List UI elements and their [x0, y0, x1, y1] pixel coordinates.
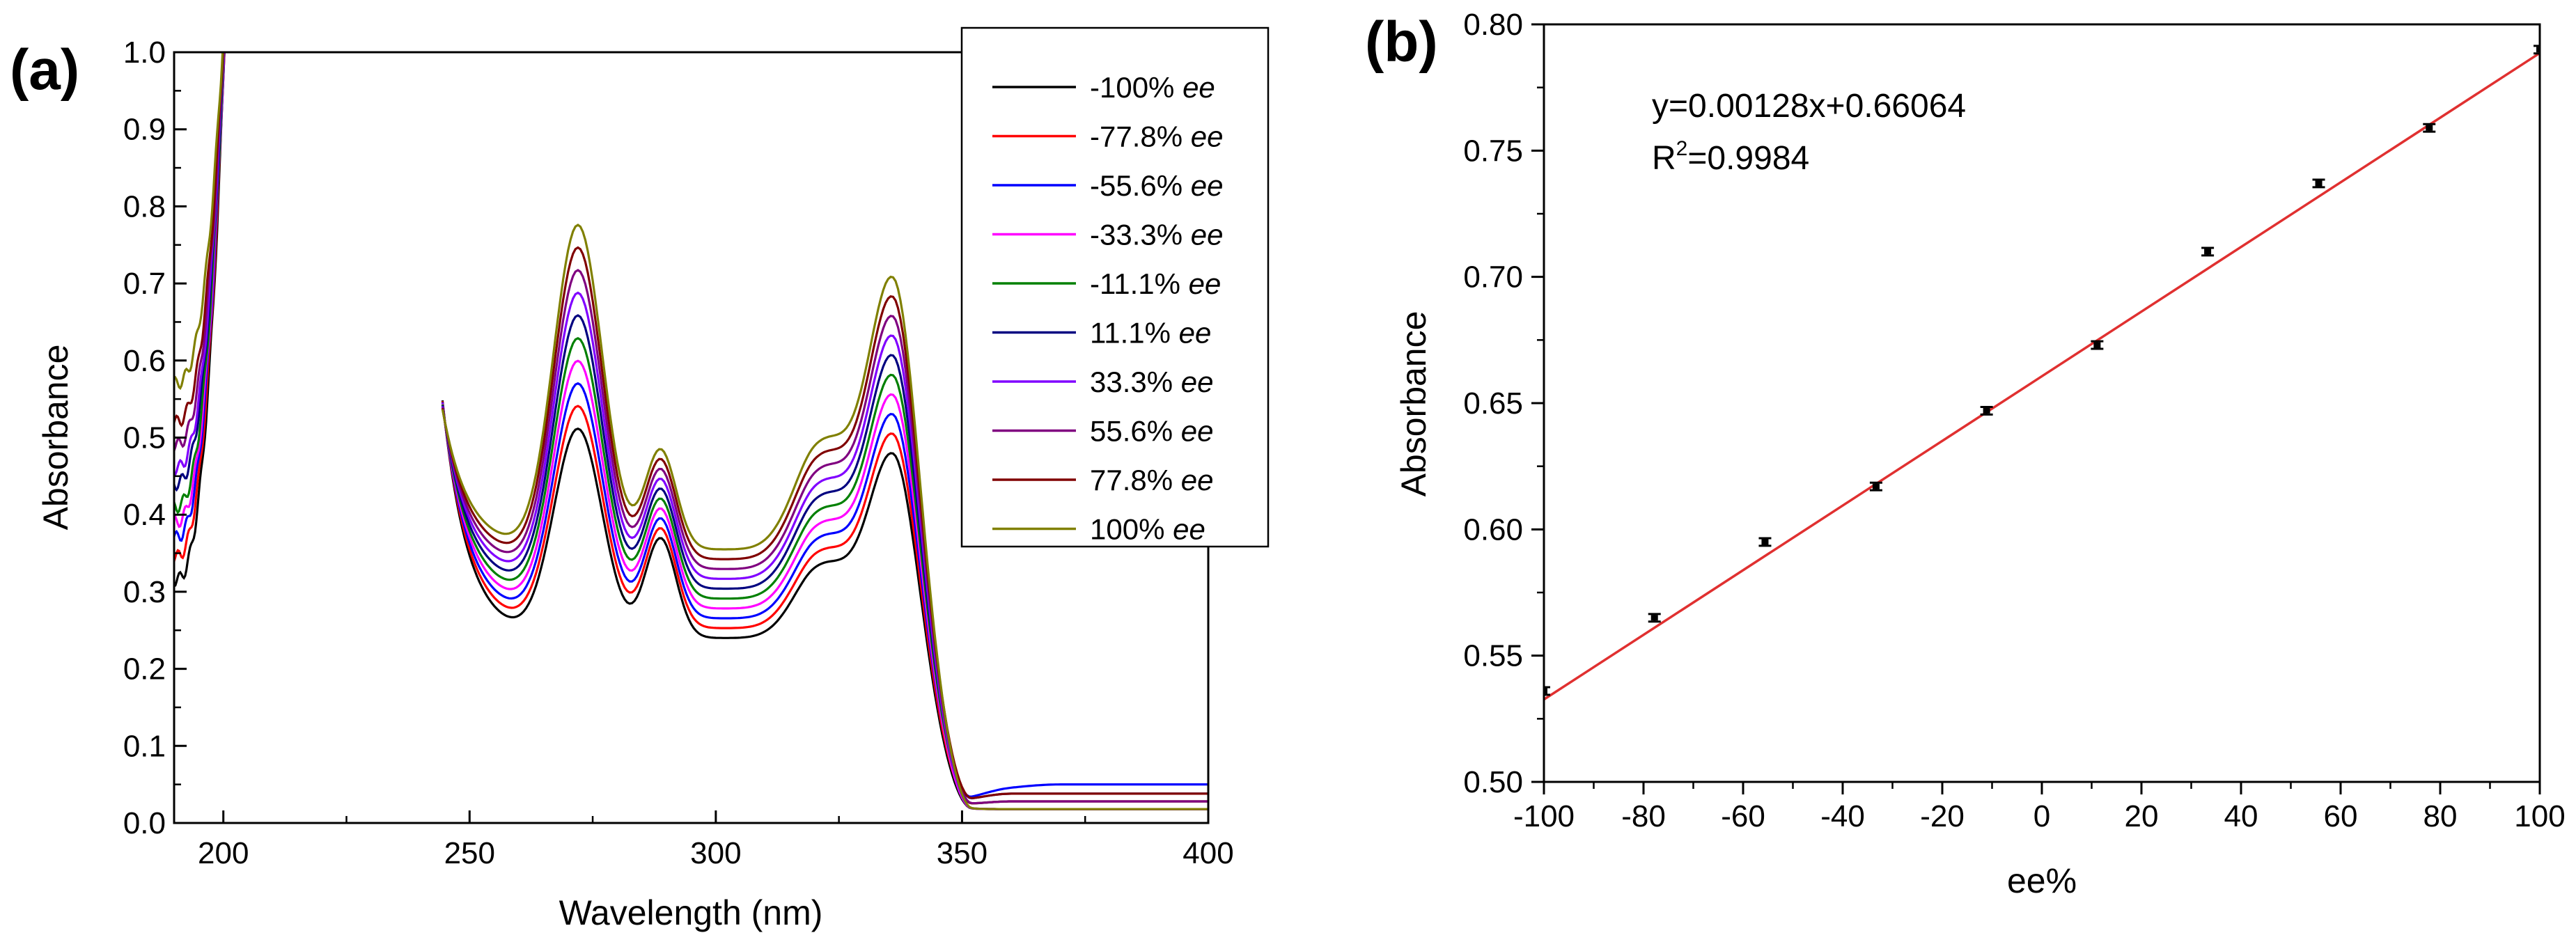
x-tick-label: 80: [2423, 799, 2458, 833]
legend-box: [960, 26, 1270, 548]
panel-b-y-axis-title: Absorbance: [1394, 311, 1433, 497]
point-marker: [1544, 688, 1547, 694]
panel-a-y-axis-title: Absorbance: [36, 345, 75, 531]
y-tick-label: 0.7: [123, 267, 166, 301]
legend-label: -100% ee: [1090, 71, 1215, 104]
data-point: [1544, 686, 1550, 696]
y-tick-label: 0.9: [123, 113, 166, 147]
data-point: [1758, 537, 1772, 547]
r2-superscript: 2: [1676, 137, 1688, 160]
x-tick-label: 200: [198, 836, 249, 870]
y-tick-label: 0.65: [1463, 386, 1523, 421]
legend-label: 33.3% ee: [1090, 366, 1213, 398]
y-tick-label: 0.2: [123, 652, 166, 687]
y-tick-label: 0.4: [123, 498, 166, 532]
legend-label: 11.1% ee: [1090, 317, 1211, 350]
x-tick-label: 40: [2224, 799, 2258, 833]
y-tick-label: 0.6: [123, 344, 166, 378]
r2-value: =0.9984: [1687, 140, 1809, 177]
y-tick-label: 0.8: [123, 189, 166, 223]
y-tick-label: 0.80: [1463, 8, 1523, 42]
legend-label: -11.1% ee: [1090, 267, 1221, 300]
point-marker: [2315, 180, 2323, 187]
data-point: [2091, 340, 2104, 350]
panel-b-letter: (b): [1365, 10, 1438, 74]
point-marker: [1872, 483, 1880, 489]
panel-b-calibration-chart: (b) 0.50 0.55 0.60 0.65 0.70 0.75 0.80 -100 -80 -…: [1365, 8, 2566, 900]
data-point: [2423, 123, 2436, 133]
spectrum-curve-100%: [441, 223, 1208, 810]
x-tick-label: -80: [1621, 799, 1666, 833]
legend-label: 55.6% ee: [1090, 415, 1213, 448]
y-tick-label: 0.70: [1463, 260, 1523, 295]
spectra-curves: [174, 52, 1208, 810]
x-tick-label: 60: [2324, 799, 2358, 833]
x-tick-label: 250: [444, 836, 495, 870]
legend-label: -55.6% ee: [1090, 169, 1223, 202]
x-tick-label: 400: [1182, 836, 1233, 870]
point-marker: [2536, 47, 2540, 53]
calibration-points: [1544, 45, 2540, 696]
linear-fit-group: [1544, 52, 2540, 701]
point-marker: [2426, 125, 2433, 131]
data-point: [1648, 613, 1661, 623]
data-point: [2312, 178, 2325, 189]
panel-a-axes-ticks: 0.0 0.1 0.2 0.3 0.4 0.5 0.6 0.7 0.8 0.9 1.0 200 250 3…: [123, 36, 1234, 870]
panel-a-letter: (a): [10, 38, 79, 102]
x-tick-label: -60: [1721, 799, 1765, 833]
point-marker: [2204, 249, 2212, 255]
panel-a-spectra-chart: (a) 0.0 0.1 0.2 0.3 0.4 0.5 0.6 0.7 0.8 0.9 1.0 200…: [10, 26, 1270, 932]
legend-label: -77.8% ee: [1090, 120, 1223, 153]
panel-a-legend: -100% ee -77.8% ee -55.6% ee -33.3% ee -11.1…: [960, 26, 1270, 548]
point-marker: [1650, 615, 1658, 621]
legend-label: 77.8% ee: [1090, 464, 1213, 496]
y-tick-label: 0.60: [1463, 512, 1523, 547]
spectrum-curve--55.6%: [441, 382, 1208, 798]
y-tick-label: 1.0: [123, 36, 166, 70]
x-tick-label: -40: [1820, 799, 1865, 833]
point-marker: [1983, 407, 1990, 414]
x-tick-label: 0: [2034, 799, 2050, 833]
panel-a-x-axis-title: Wavelength (nm): [559, 893, 823, 932]
y-tick-label: 0.50: [1463, 765, 1523, 799]
data-point: [1869, 481, 1882, 492]
x-tick-label: 100: [2514, 799, 2565, 833]
y-tick-label: 0.3: [123, 575, 166, 609]
data-point: [2534, 45, 2540, 55]
linear-fit-line: [1544, 52, 2540, 701]
y-tick-label: 0.75: [1463, 134, 1523, 168]
spectrum-curve-55.6%: [441, 269, 1208, 805]
y-tick-label: 0.0: [123, 806, 166, 840]
data-point: [1980, 405, 1993, 416]
panel-b-plot-frame: [1543, 23, 2541, 783]
x-tick-label: 20: [2125, 799, 2159, 833]
y-tick-label: 0.55: [1463, 639, 1523, 673]
legend-label: 100% ee: [1090, 513, 1205, 546]
spectrum-edge-100%: [174, 52, 224, 391]
legend-label: -33.3% ee: [1090, 219, 1223, 251]
x-tick-label: 350: [937, 836, 988, 870]
data-point: [2201, 246, 2215, 257]
fit-equation: y=0.00128x+0.66064: [1652, 88, 1966, 125]
point-marker: [1761, 539, 1769, 545]
point-marker: [2093, 342, 2101, 348]
r2-main: R: [1652, 140, 1676, 177]
x-tick-label: -20: [1920, 799, 1965, 833]
panel-b-x-axis-title: ee%: [2007, 861, 2077, 900]
y-tick-label: 0.5: [123, 421, 166, 455]
fit-r-squared: R2=0.9984: [1652, 137, 1809, 177]
panel-b-axes-ticks: 0.50 0.55 0.60 0.65 0.70 0.75 0.80 -100 -80 -60 -4…: [1463, 8, 2565, 833]
x-tick-label: -100: [1513, 799, 1575, 833]
y-tick-label: 0.1: [123, 729, 166, 763]
spectrum-curve-77.8%: [441, 246, 1208, 799]
x-tick-label: 300: [690, 836, 741, 870]
